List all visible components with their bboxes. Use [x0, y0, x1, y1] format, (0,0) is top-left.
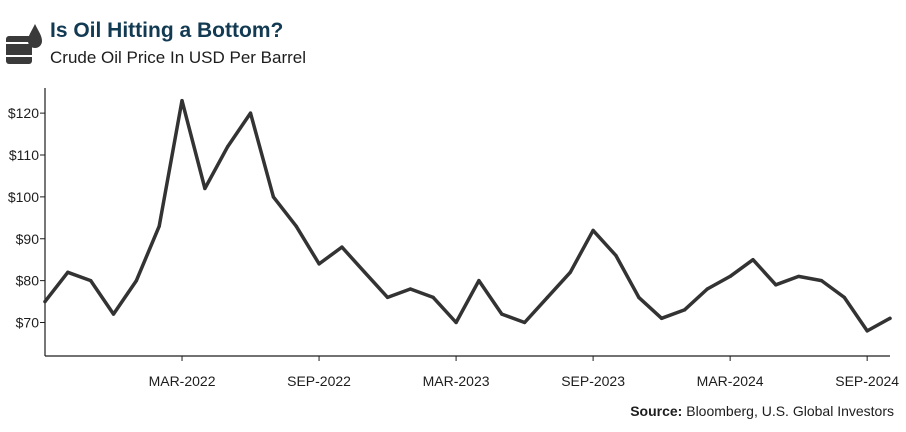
data-point — [819, 279, 824, 283]
data-point — [774, 283, 778, 287]
data-point — [385, 295, 390, 299]
data-point — [454, 320, 458, 325]
y-tick-label: $90 — [16, 231, 40, 247]
oil-barrel-drop-icon — [4, 24, 44, 66]
data-point — [637, 295, 641, 299]
x-tick-label: SEP-2024 — [835, 373, 899, 389]
data-point — [797, 274, 801, 279]
data-point — [500, 312, 504, 316]
x-tick-label: MAR-2023 — [423, 373, 490, 389]
source-label: Source: — [630, 403, 683, 419]
data-point — [591, 228, 595, 232]
data-point — [66, 270, 70, 274]
data-point — [842, 295, 846, 299]
y-tick-label: $80 — [16, 273, 40, 289]
y-tick-label: $110 — [9, 147, 39, 163]
data-point — [317, 262, 321, 266]
x-tick-label: SEP-2022 — [287, 373, 351, 389]
x-tick-label: MAR-2024 — [697, 373, 764, 389]
data-point — [363, 270, 367, 274]
data-point — [89, 279, 93, 283]
data-point — [340, 245, 344, 249]
data-point — [751, 258, 755, 262]
crude-oil-price-line — [43, 98, 892, 333]
chart-header: Is Oil Hitting a Bottom? Crude Oil Price… — [0, 0, 906, 80]
data-point — [431, 295, 435, 299]
y-tick-label: $100 — [8, 189, 39, 205]
x-tick-label: SEP-2023 — [561, 373, 625, 389]
y-tick-label: $120 — [8, 105, 39, 121]
chart-subtitle: Crude Oil Price In USD Per Barrel — [50, 48, 307, 67]
data-point — [203, 186, 207, 191]
data-point — [157, 224, 161, 228]
data-point — [545, 295, 550, 299]
data-point — [43, 299, 47, 304]
data-point — [682, 308, 687, 312]
chart-title: Is Oil Hitting a Bottom? — [50, 19, 284, 42]
data-point — [614, 253, 618, 258]
data-point — [888, 316, 892, 320]
data-point — [248, 111, 253, 115]
source-note: Source: Bloomberg, U.S. Global Investors — [630, 403, 894, 419]
x-tick-label: MAR-2022 — [149, 373, 216, 389]
data-point — [865, 329, 869, 333]
data-point — [294, 224, 298, 228]
data-point — [568, 270, 572, 274]
data-point — [660, 316, 664, 320]
data-point — [728, 274, 732, 279]
source-text: Bloomberg, U.S. Global Investors — [686, 403, 894, 419]
data-point — [271, 195, 275, 199]
data-point — [705, 287, 709, 291]
data-point — [408, 287, 413, 291]
y-tick-label: $70 — [16, 315, 40, 331]
data-point — [522, 320, 527, 325]
data-point — [477, 279, 481, 283]
data-point — [226, 145, 230, 149]
data-point — [134, 279, 138, 283]
data-point — [111, 312, 116, 316]
data-point — [180, 98, 184, 103]
